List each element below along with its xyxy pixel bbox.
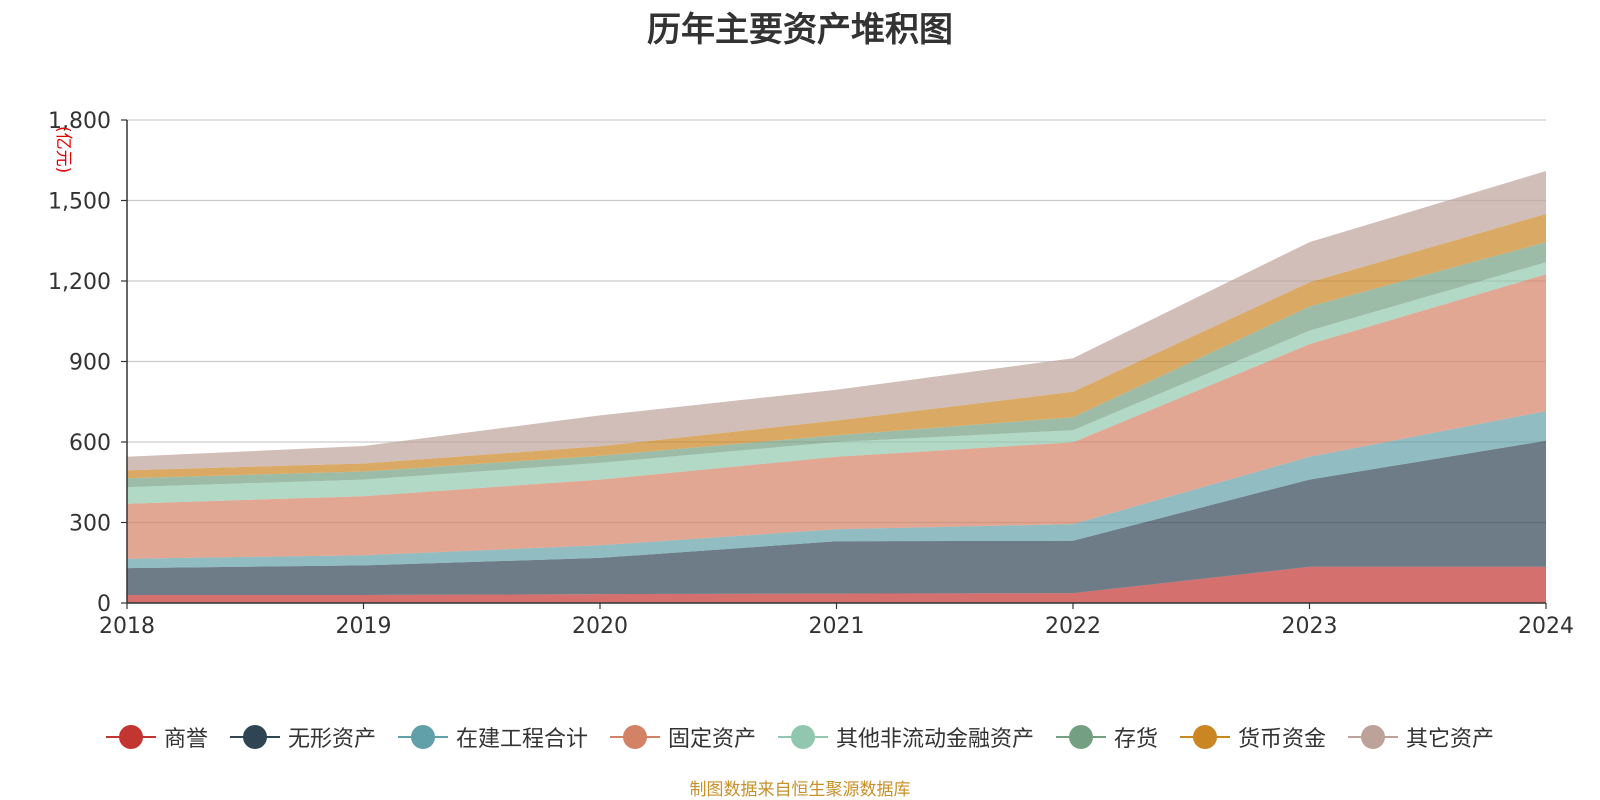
x-tick-label: 2022 — [1045, 614, 1101, 639]
area-series-3[interactable] — [127, 411, 1546, 569]
unit-label: (亿元) — [53, 126, 73, 173]
x-axis-ticks: 2018 2019 2020 2021 2022 2023 2024 — [99, 603, 1574, 639]
legend-item-4[interactable]: 固定资产 — [609, 721, 756, 753]
y-tick-label: 1,200 — [48, 270, 111, 295]
legend-item-5[interactable]: 其他非流动金融资产 — [778, 721, 1034, 753]
area-series-group — [127, 171, 1546, 603]
area-series-5[interactable] — [127, 262, 1546, 504]
legend-label: 无形资产 — [287, 727, 376, 752]
y-tick-label: 900 — [69, 351, 111, 376]
x-tick-label: 2021 — [809, 614, 865, 639]
area-series-4[interactable] — [127, 274, 1546, 559]
chart-title: 历年主要资产堆积图 — [647, 10, 953, 50]
area-series-2[interactable] — [127, 440, 1546, 595]
legend-label: 存货 — [1114, 727, 1159, 752]
area-series-6[interactable] — [127, 242, 1546, 488]
legend-label: 其它资产 — [1406, 727, 1495, 752]
legend-item-7[interactable]: 货币资金 — [1180, 721, 1326, 753]
legend-label: 固定资产 — [667, 727, 756, 752]
y-tick-label: 600 — [69, 431, 111, 456]
legend-item-3[interactable]: 在建工程合计 — [397, 721, 588, 753]
x-tick-label: 2020 — [572, 614, 628, 639]
legend-label: 在建工程合计 — [455, 727, 588, 752]
legend-label: 货币资金 — [1238, 727, 1327, 752]
legend-marker-icon — [778, 725, 828, 749]
legend-marker-icon — [229, 725, 280, 749]
area-series-8[interactable] — [127, 171, 1546, 471]
area-series-7[interactable] — [127, 213, 1546, 479]
y-tick-label: 0 — [97, 592, 111, 617]
area-series-1[interactable] — [127, 566, 1546, 603]
y-axis-ticks: 0 300 600 900 1,200 1,500 1,800 — [48, 109, 127, 617]
legend-item-6[interactable]: 存货 — [1056, 721, 1158, 753]
legend-label: 商誉 — [163, 727, 208, 752]
legend-item-1[interactable]: 商誉 — [105, 721, 208, 753]
y-tick-label: 1,800 — [48, 109, 111, 134]
legend-marker-icon — [609, 725, 660, 749]
x-tick-label: 2019 — [336, 614, 392, 639]
legend: 商誉 无形资产 在建工程合计 固定资产 其他非流动金融资产 存货 货币资金 其它资产 — [0, 719, 1600, 755]
legend-label: 其他非流动金融资产 — [836, 727, 1035, 752]
y-tick-label: 300 — [69, 512, 111, 537]
x-tick-label: 2024 — [1518, 614, 1574, 639]
legend-marker-icon — [397, 725, 448, 749]
legend-item-2[interactable]: 无形资产 — [229, 721, 376, 753]
x-tick-label: 2018 — [99, 614, 155, 639]
legend-marker-icon — [1056, 725, 1107, 749]
legend-item-8[interactable]: 其它资产 — [1348, 721, 1494, 753]
source-note: 制图数据来自恒生聚源数据库 — [689, 780, 911, 800]
legend-marker-icon — [1348, 725, 1399, 749]
legend-marker-icon — [105, 725, 156, 749]
x-tick-label: 2023 — [1282, 614, 1338, 639]
legend-marker-icon — [1180, 725, 1231, 749]
y-tick-label: 1,500 — [48, 190, 111, 215]
